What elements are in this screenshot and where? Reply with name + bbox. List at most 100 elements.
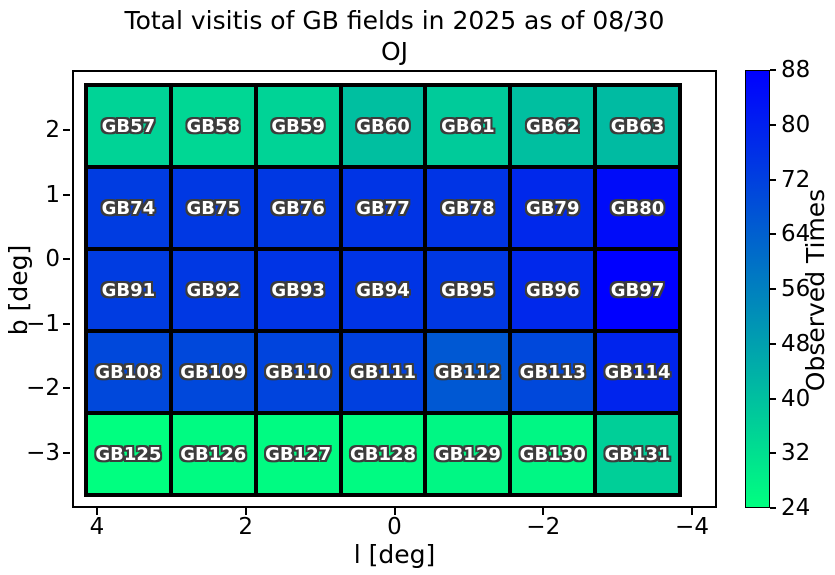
colorbar-tick [770,233,776,236]
heatmap-cell-GB61: GB61 [427,87,509,165]
heatmap-cell-label: GB92 [186,279,241,301]
y-axis-tick [63,322,70,325]
y-axis-tick [63,129,70,131]
heatmap-cell-GB58: GB58 [172,87,254,165]
x-axis-tick-label: 4 [89,514,105,540]
heatmap-cell-GB130: GB130 [512,415,594,493]
heatmap-cell-label: GB80 [610,197,665,219]
colorbar-tick-label: 24 [781,495,811,521]
chart-subtitle: OJ [380,37,409,66]
heatmap-cell-GB63: GB63 [597,87,678,165]
heatmap-cell-label: GB58 [186,115,241,137]
y-axis-tick-label: −3 [26,440,60,466]
heatmap-cell-GB91: GB91 [88,251,169,329]
y-axis-tick [63,452,70,454]
heatmap-cell-label: GB94 [356,279,410,301]
y-axis-tick-label: −2 [26,375,60,402]
heatmap-cell-GB77: GB77 [342,169,424,247]
heatmap-cell-GB109: GB109 [172,333,254,411]
heatmap-cell-GB94: GB94 [342,251,424,329]
colorbar-tick [770,123,776,126]
colorbar-tick-label: 48 [781,330,811,357]
colorbar-label: Observed Times [801,188,830,392]
heatmap-cell-GB75: GB75 [172,169,254,247]
colorbar-tick-label: 64 [781,221,811,248]
colorbar-tick-label: 88 [781,57,811,83]
heatmap-cell-GB79: GB79 [512,169,594,247]
colorbar-tick [770,178,776,181]
heatmap-cell-GB131: GB131 [597,415,678,493]
y-axis-tick [63,258,70,261]
colorbar-tick [770,397,776,400]
x-axis-tick [542,508,545,515]
heatmap-cell-GB57: GB57 [88,87,169,165]
heatmap-cell-label: GB57 [101,115,156,137]
heatmap-grid: GB57 GB58 GB59 GB60 GB61 GB62 GB63 GB74 GB75 GB76… [84,83,682,497]
heatmap-cell-GB60: GB60 [342,87,424,165]
heatmap-cell-GB76: GB76 [257,169,339,247]
y-axis-tick-label: 1 [45,181,60,208]
heatmap-cell-label: GB63 [610,115,665,137]
y-axis-tick [63,387,70,390]
heatmap-cell-label: GB113 [519,361,586,383]
colorbar-tick [770,342,776,345]
colorbar-tick [770,452,776,455]
heatmap-cell-label: GB110 [265,361,332,383]
heatmap-cell-label: GB75 [186,197,241,219]
heatmap-cell-label: GB96 [525,279,580,301]
x-axis-tick [244,508,247,515]
x-axis-label: l [deg] [353,540,436,569]
x-axis-tick-label: −2 [526,514,561,540]
y-axis-tick-label: −1 [26,310,60,337]
heatmap-cell-GB113: GB113 [512,333,594,411]
heatmap-cell-GB62: GB62 [512,87,594,165]
heatmap-cell-GB128: GB128 [342,415,424,493]
colorbar-tick-label: 32 [781,440,811,467]
heatmap-cell-label: GB114 [604,361,671,383]
heatmap-cell-label: GB60 [356,115,410,137]
heatmap-cell-GB74: GB74 [88,169,169,247]
heatmap-cell-label: GB111 [349,361,417,383]
colorbar-gradient [746,71,769,507]
heatmap-cell-label: GB129 [434,443,501,465]
heatmap-cell-label: GB97 [610,279,665,301]
colorbar-tick [770,507,776,509]
heatmap-cell-GB129: GB129 [427,415,509,493]
heatmap-cell-label: GB112 [434,361,501,383]
heatmap-cell-GB59: GB59 [257,87,339,165]
heatmap-cell-GB80: GB80 [597,169,678,247]
heatmap-cell-GB125: GB125 [88,415,169,493]
heatmap-cell-label: GB130 [519,443,586,465]
colorbar-tick-label: 72 [781,166,811,193]
heatmap-cell-label: GB93 [271,279,325,301]
heatmap-cell-label: GB59 [271,115,325,137]
heatmap-cell-label: GB126 [180,443,247,465]
x-axis-tick-label: 2 [238,514,254,540]
heatmap-cell-GB93: GB93 [257,251,339,329]
heatmap-cell-label: GB61 [441,115,495,137]
colorbar-tick-label: 80 [781,111,811,138]
heatmap-cell-GB92: GB92 [172,251,254,329]
x-axis-tick-label: −4 [675,514,709,540]
heatmap-cell-label: GB108 [95,361,162,383]
y-axis-tick-label: 0 [45,246,60,273]
heatmap-cell-label: GB76 [271,197,325,219]
x-axis-tick [691,508,693,515]
y-axis-label: b [deg] [4,244,33,336]
heatmap-cell-label: GB79 [525,197,580,219]
heatmap-cell-GB111: GB111 [342,333,424,411]
colorbar-tick [770,288,776,290]
heatmap-cell-GB110: GB110 [257,333,339,411]
heatmap-cell-GB97: GB97 [597,251,678,329]
heatmap-cell-GB78: GB78 [427,169,509,247]
heatmap-cell-label: GB125 [95,443,162,465]
heatmap-cell-label: GB128 [349,443,417,465]
heatmap-cell-GB95: GB95 [427,251,509,329]
heatmap-cell-label: GB109 [180,361,247,383]
heatmap-cell-label: GB78 [441,197,495,219]
heatmap-cell-GB112: GB112 [427,333,509,411]
heatmap-cell-GB127: GB127 [257,415,339,493]
y-axis-tick-label: 2 [45,117,60,143]
colorbar [745,70,770,508]
